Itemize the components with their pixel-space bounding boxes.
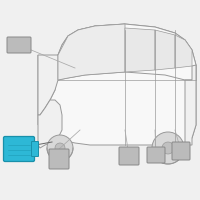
FancyBboxPatch shape — [119, 147, 139, 165]
FancyBboxPatch shape — [49, 149, 69, 169]
Polygon shape — [58, 24, 196, 80]
Circle shape — [162, 142, 174, 154]
Polygon shape — [58, 24, 125, 80]
Polygon shape — [125, 28, 155, 72]
FancyBboxPatch shape — [32, 142, 38, 156]
FancyBboxPatch shape — [172, 142, 190, 160]
Polygon shape — [185, 65, 196, 145]
FancyBboxPatch shape — [147, 147, 165, 163]
Polygon shape — [38, 100, 62, 148]
Polygon shape — [175, 35, 192, 68]
Polygon shape — [38, 55, 58, 115]
Polygon shape — [155, 30, 175, 70]
Circle shape — [55, 143, 65, 153]
Circle shape — [152, 132, 184, 164]
FancyBboxPatch shape — [4, 136, 35, 162]
Polygon shape — [38, 24, 196, 145]
FancyBboxPatch shape — [7, 37, 31, 53]
Circle shape — [47, 135, 73, 161]
